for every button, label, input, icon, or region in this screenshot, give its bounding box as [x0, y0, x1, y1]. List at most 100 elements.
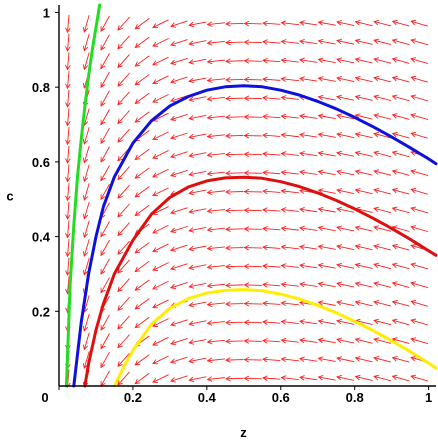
field-arrow-shaft	[225, 41, 244, 44]
field-arrow	[65, 201, 71, 220]
field-arrow	[82, 183, 90, 201]
field-arrow	[317, 132, 336, 138]
field-arrow-shaft	[207, 283, 225, 287]
field-arrow	[373, 94, 392, 101]
field-arrow	[243, 114, 262, 120]
field-arrow-head	[262, 338, 268, 344]
field-arrow-shaft	[262, 134, 281, 137]
field-arrow	[134, 92, 150, 104]
field-arrow	[299, 337, 318, 344]
field-arrow	[280, 57, 299, 64]
field-arrow-shaft	[170, 207, 188, 214]
field-arrow	[65, 126, 71, 146]
field-arrow-head	[336, 206, 342, 213]
field-arrow	[280, 338, 299, 344]
field-arrow	[354, 262, 373, 269]
field-arrow-shaft	[67, 201, 70, 220]
field-arrow-head	[262, 356, 268, 363]
field-arrow-shaft	[336, 114, 355, 120]
field-arrow-shaft	[262, 171, 281, 175]
field-arrow	[225, 226, 244, 232]
field-arrow-head	[391, 57, 398, 63]
field-arrow-head	[336, 76, 342, 82]
field-arrow	[280, 300, 299, 306]
field-arrow-head	[243, 226, 250, 232]
field-arrow-head	[206, 58, 213, 65]
field-arrow	[170, 95, 188, 103]
field-arrow-shaft	[67, 14, 70, 33]
field-arrow-head	[336, 374, 342, 381]
field-arrow-shaft	[299, 227, 318, 231]
field-arrow-head	[354, 169, 361, 175]
field-arrow	[82, 33, 90, 52]
field-arrow-shaft	[152, 224, 169, 234]
field-arrow	[262, 356, 281, 363]
field-arrow	[206, 245, 225, 251]
field-arrow	[134, 260, 150, 273]
field-arrow-shaft	[188, 208, 207, 213]
field-arrow	[243, 319, 262, 326]
field-arrow-shaft	[299, 264, 318, 269]
field-arrow-shaft	[100, 183, 110, 200]
field-arrow	[317, 188, 336, 194]
field-arrow-shaft	[318, 152, 336, 157]
field-arrow	[354, 94, 373, 101]
field-arrow	[336, 169, 355, 176]
field-arrow-head	[280, 188, 287, 194]
field-arrow	[152, 243, 169, 253]
field-arrow-shaft	[100, 90, 110, 107]
field-arrow-head	[100, 44, 106, 51]
field-arrow-shaft	[262, 358, 281, 361]
field-arrow-shaft	[170, 76, 188, 83]
field-arrow	[262, 188, 281, 195]
field-arrow-head	[373, 19, 380, 26]
field-arrow-head	[280, 375, 287, 381]
field-arrow-head	[117, 361, 123, 367]
field-arrow	[225, 151, 244, 158]
field-arrow	[225, 207, 244, 214]
field-arrow-shaft	[373, 114, 392, 120]
field-arrow	[280, 151, 299, 157]
field-arrow-head	[225, 151, 231, 158]
field-arrow-shaft	[336, 58, 355, 64]
field-arrow	[152, 280, 169, 290]
field-arrow-head	[65, 64, 71, 71]
field-arrow-head	[82, 363, 89, 369]
field-arrow-head	[170, 22, 176, 28]
field-arrow	[373, 318, 392, 326]
field-arrow-shaft	[373, 357, 392, 363]
field-arrow-shaft	[134, 74, 150, 86]
field-arrow-head	[391, 150, 398, 156]
field-arrow-shaft	[67, 220, 70, 239]
field-arrow	[243, 375, 262, 382]
field-arrow	[100, 314, 110, 331]
field-arrow	[65, 238, 71, 258]
field-arrow-shaft	[83, 33, 90, 51]
field-arrow	[317, 76, 336, 82]
field-arrow-shaft	[188, 189, 207, 194]
field-arrow	[152, 75, 169, 85]
field-arrow-shaft	[67, 164, 70, 183]
field-arrow	[100, 221, 110, 238]
field-arrow-shaft	[170, 319, 188, 326]
field-arrow	[373, 57, 392, 64]
field-arrow-head	[134, 248, 141, 254]
field-arrow-head	[299, 188, 305, 194]
field-arrow	[188, 301, 207, 308]
field-arrow-head	[170, 41, 176, 47]
field-arrow-head	[354, 337, 361, 343]
field-arrow-shaft	[207, 41, 225, 44]
field-arrow	[225, 319, 244, 326]
field-arrow-shaft	[355, 301, 373, 307]
field-arrow-head	[170, 265, 176, 271]
y-axis-title: c	[6, 189, 13, 204]
field-arrow-head	[262, 188, 268, 195]
field-arrow-shaft	[355, 282, 373, 288]
field-arrow	[170, 132, 188, 140]
field-arrow	[336, 356, 355, 363]
field-arrow-head	[354, 244, 361, 250]
field-arrow-shaft	[355, 376, 373, 381]
field-arrow-shaft	[355, 226, 373, 232]
field-arrow-shaft	[134, 36, 150, 48]
